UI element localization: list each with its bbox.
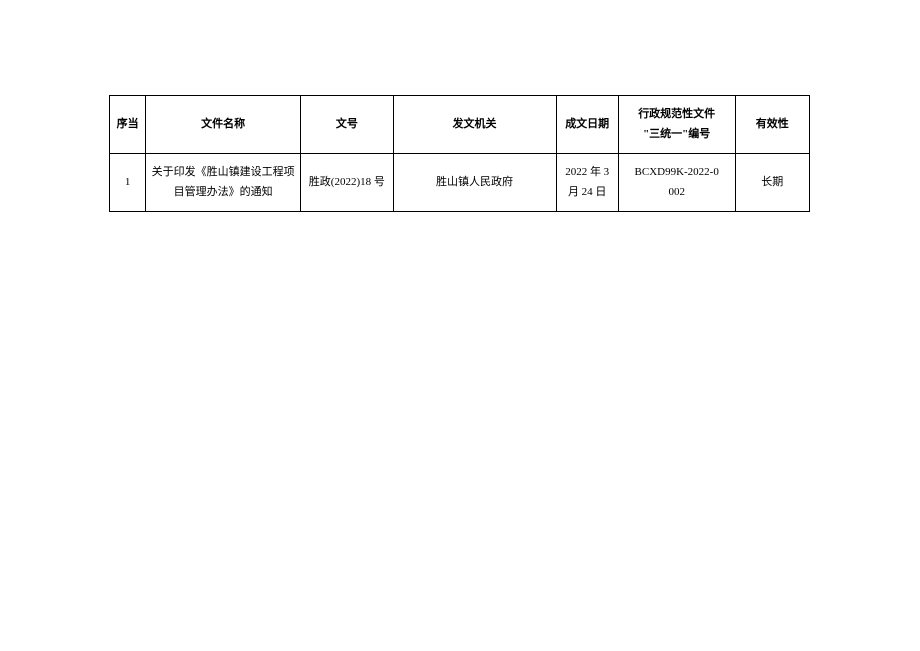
column-header-docno: 文号 xyxy=(301,96,394,154)
cell-docno: 胜政(2022)18 号 xyxy=(301,154,394,212)
cell-date: 2022 年 3月 24 日 xyxy=(556,154,618,212)
cell-filename: 关于印发《胜山镇建设工程项目管理办法》的通知 xyxy=(146,154,301,212)
cell-seq: 1 xyxy=(110,154,146,212)
column-header-seq: 序当 xyxy=(110,96,146,154)
column-header-code: 行政规范性文件"三统一"编号 xyxy=(618,96,735,154)
column-header-filename: 文件名称 xyxy=(146,96,301,154)
column-header-agency: 发文机关 xyxy=(393,96,556,154)
document-listing-table: 序当 文件名称 文号 发文机关 成文日期 行政规范性文件"三统一"编号 有效性 … xyxy=(109,95,810,212)
table-row: 1 关于印发《胜山镇建设工程项目管理办法》的通知 胜政(2022)18 号 胜山… xyxy=(110,154,810,212)
column-header-date: 成文日期 xyxy=(556,96,618,154)
cell-validity: 长期 xyxy=(735,154,809,212)
cell-agency: 胜山镇人民政府 xyxy=(393,154,556,212)
table-header-row: 序当 文件名称 文号 发文机关 成文日期 行政规范性文件"三统一"编号 有效性 xyxy=(110,96,810,154)
cell-code: BCXD99K-2022-0002 xyxy=(618,154,735,212)
column-header-validity: 有效性 xyxy=(735,96,809,154)
